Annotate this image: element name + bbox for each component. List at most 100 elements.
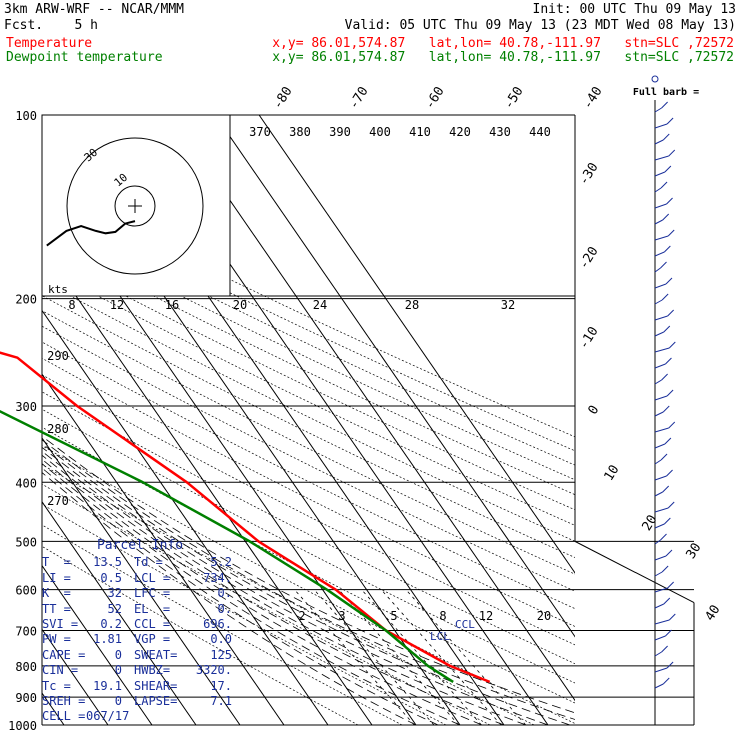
dry-adiabat: [42, 251, 575, 511]
wind-barb: [654, 661, 674, 673]
wind-barb: [654, 357, 672, 369]
speed-scale-label: 8: [68, 298, 75, 312]
plot-skew-edge: [574, 540, 695, 604]
parcel-info-cell: SVI =: [42, 616, 79, 631]
parcel-info-cell: 0.: [217, 601, 232, 616]
parcel-info-cell: 1.81: [93, 632, 122, 647]
dry-adiabat: [42, 211, 575, 466]
pressure-tick-label: 100: [15, 109, 37, 123]
dry-adiabat: [42, 266, 575, 526]
wind-barb: [654, 181, 668, 193]
parcel-info-cell: 696.: [203, 616, 232, 631]
parcel-info-cell: 0: [114, 647, 122, 662]
wind-barb-shaft: [654, 123, 668, 129]
dry-adiabat: [42, 464, 535, 725]
wind-barb-flag: [663, 517, 671, 525]
mixing-ratio-line: [313, 589, 435, 725]
thetae-label: 400: [369, 125, 391, 139]
wind-barb: [654, 245, 671, 257]
dry-adiabat: [42, 310, 575, 575]
parcel-info-cell: 52: [107, 601, 122, 616]
parcel-info-cell: SREH =: [42, 693, 86, 708]
wind-barb-shaft: [654, 283, 667, 289]
wind-barb-shaft: [654, 139, 664, 145]
parcel-info-cell: 734.: [203, 570, 232, 585]
theta-label: 290: [47, 349, 69, 363]
wind-barb-flag: [660, 533, 667, 541]
wind-barb-flag: [667, 309, 675, 317]
isotherm-label: -60: [422, 84, 447, 112]
mixing-ratio-line: [380, 589, 502, 725]
isotherm-line: [42, 564, 153, 725]
wind-barb-shaft: [654, 267, 661, 273]
wind-barb-shaft: [654, 347, 670, 353]
wind-barb-flag: [667, 229, 675, 237]
parcel-info-cell: 3320.: [195, 663, 232, 678]
parcel-info-cell: 19.1: [93, 678, 122, 693]
parcel-info-row: CIN = 0 HWBZ= 3320.: [42, 663, 238, 678]
wind-barb-flag: [666, 197, 673, 205]
mixing-ratio-label: 3: [338, 609, 345, 623]
wind-barb: [654, 453, 668, 465]
dewpoint-legend-label: Dewpoint temperature: [6, 50, 163, 65]
pressure-tick-label: 1000: [8, 719, 37, 733]
isotherm-label: 20: [640, 513, 661, 534]
isotherm-line: [42, 437, 241, 725]
wind-barb-scale-label: Full barb =: [633, 87, 699, 98]
isotherm-label: -70: [346, 84, 371, 112]
dry-adiabat: [42, 357, 575, 627]
wind-barb: [654, 165, 672, 177]
wind-barb-shaft: [654, 187, 662, 193]
speed-scale-label: 12: [110, 298, 124, 312]
wind-barb-shaft: [654, 203, 667, 209]
theta-label: 270: [47, 494, 69, 508]
parcel-info-row: SREH = 0 LAPSE= 7.1: [42, 694, 238, 709]
parcel-info-cell: HWBZ=: [134, 663, 171, 678]
wind-barb-shaft: [654, 571, 663, 577]
wind-barb: [654, 117, 674, 129]
isotherm-label: -80: [270, 84, 295, 112]
wind-barb: [654, 309, 675, 321]
parcel-info-cell: LFC =: [134, 586, 171, 601]
dewpoint-profile: [0, 410, 454, 683]
isotherm-label: -20: [576, 244, 601, 272]
wind-barb-flag: [668, 341, 676, 349]
parcel-info-cell: 067/17: [86, 709, 130, 724]
dry-adiabat: [42, 325, 575, 592]
parcel-info-row: Tc = 19.1 SHEAR= 17.: [42, 679, 238, 694]
parcel-info-cell: 0.5: [100, 570, 122, 585]
wind-barbs: Full barb =: [633, 75, 699, 689]
parcel-info-box: Parcel Info T = 13.5 Td = 5.2 LI = 0.5 LCL = 73…: [42, 538, 238, 725]
isotherm-label: -40: [580, 84, 605, 112]
wind-barb: [654, 421, 676, 433]
moist-adiabat: [42, 454, 505, 725]
wind-barb-flag: [663, 325, 671, 333]
parcel-info-cell: LI =: [42, 570, 71, 585]
parcel-info-rows: T = 13.5 Td = 5.2 LI = 0.5 LCL = 734. K = 32 LFC =…: [42, 555, 238, 724]
wind-barb: [654, 293, 669, 305]
parcel-info-cell: LCL =: [134, 570, 171, 585]
parcel-info-row: SVI = 0.2 CCL = 696.: [42, 617, 238, 632]
wind-barb-shaft: [654, 651, 662, 657]
dry-adiabat: [42, 483, 491, 725]
mixing-ratio-line: [338, 589, 459, 725]
parcel-info-cell: PW =: [42, 632, 71, 647]
mixing-ratio-label: 2: [298, 609, 305, 623]
pressure-tick-label: 600: [15, 584, 37, 598]
wind-barb-shaft: [654, 491, 663, 497]
wind-barb: [654, 325, 671, 337]
wind-barb: [654, 197, 673, 209]
wind-barb-flag: [665, 549, 673, 557]
hodograph-ring: [66, 137, 204, 275]
wind-barb-shaft: [654, 603, 665, 609]
wind-barb-shaft: [654, 539, 661, 545]
wind-barb: [654, 133, 670, 145]
wind-barb-shaft: [654, 171, 666, 177]
thetae-label: 420: [449, 125, 471, 139]
wind-barb-shaft: [654, 315, 668, 321]
thetae-label: 370: [249, 125, 271, 139]
parcel-info-row: T = 13.5 Td = 5.2: [42, 555, 238, 570]
moist-adiabat: [42, 435, 575, 714]
parcel-info-cell: 0.: [217, 586, 232, 601]
